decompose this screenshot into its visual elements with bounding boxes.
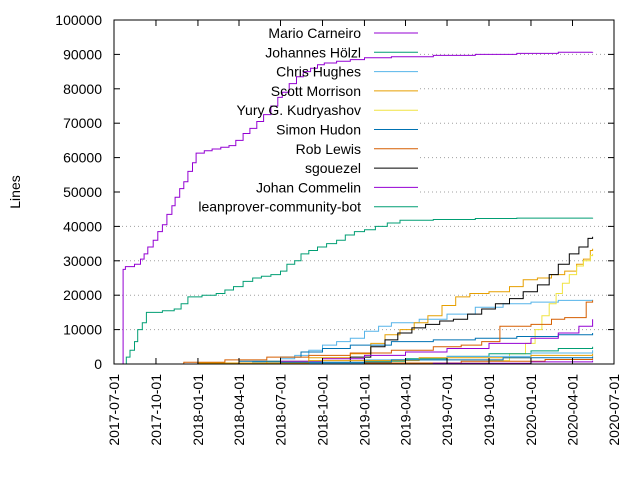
gridlines [114, 53, 614, 331]
series-line [114, 300, 594, 365]
legend-label: Chris Hughes [276, 64, 361, 80]
series-line [114, 248, 594, 365]
x-tick-label: 2017-07-01 [106, 374, 122, 446]
x-tick-label: 2020-01-01 [523, 374, 539, 446]
y-axis-label: Lines [7, 175, 23, 208]
y-tick-label: 0 [94, 356, 102, 372]
x-tick-label: 2019-07-01 [439, 374, 455, 446]
x-axis: 2017-07-01 2017-10-01 2018-01-01 2018-04-01… [106, 20, 622, 446]
x-tick-label: 2018-07-01 [273, 374, 289, 446]
legend-label: leanprover-community-bot [198, 199, 361, 215]
x-tick-label: 2017-10-01 [148, 374, 164, 446]
y-tick-label: 60000 [63, 150, 102, 166]
x-tick-label: 2020-07-01 [606, 374, 622, 446]
series-line [122, 51, 594, 365]
legend-label: Johannes Hölzl [265, 44, 361, 60]
y-tick-label: 80000 [63, 81, 102, 97]
y-tick-label: 40000 [63, 218, 102, 234]
legend-label: Simon Hudon [276, 122, 361, 138]
legend: Mario Carneiro Johannes Hölzl Chris Hughes… [198, 25, 418, 215]
legend-label: sgouezel [305, 160, 361, 176]
legend-label: Yury G. Kudryashov [236, 102, 361, 118]
y-tick-label: 30000 [63, 253, 102, 269]
x-tick-label: 2018-10-01 [314, 374, 330, 446]
y-tick-label: 70000 [63, 115, 102, 131]
x-tick-label: 2018-01-01 [190, 374, 206, 446]
y-tick-label: 20000 [63, 287, 102, 303]
x-tick-label: 2019-01-01 [356, 374, 372, 446]
y-axis: 0 10000 20000 30000 40000 50000 60000 70000 8000… [55, 12, 614, 372]
legend-label: Scott Morrison [271, 83, 361, 99]
series-line [114, 236, 594, 365]
y-tick-label: 90000 [63, 46, 102, 62]
y-tick-label: 100000 [55, 12, 102, 28]
legend-label: Rob Lewis [296, 141, 361, 157]
series-line [123, 217, 594, 365]
y-tick-label: 10000 [63, 322, 102, 338]
x-tick-label: 2020-04-01 [564, 374, 580, 446]
x-tick-label: 2019-10-01 [481, 374, 497, 446]
legend-label: Mario Carneiro [268, 25, 361, 41]
x-tick-label: 2019-04-01 [398, 374, 414, 446]
legend-label: Johan Commelin [256, 179, 361, 195]
y-tick-label: 50000 [63, 184, 102, 200]
x-tick-label: 2018-04-01 [231, 374, 247, 446]
